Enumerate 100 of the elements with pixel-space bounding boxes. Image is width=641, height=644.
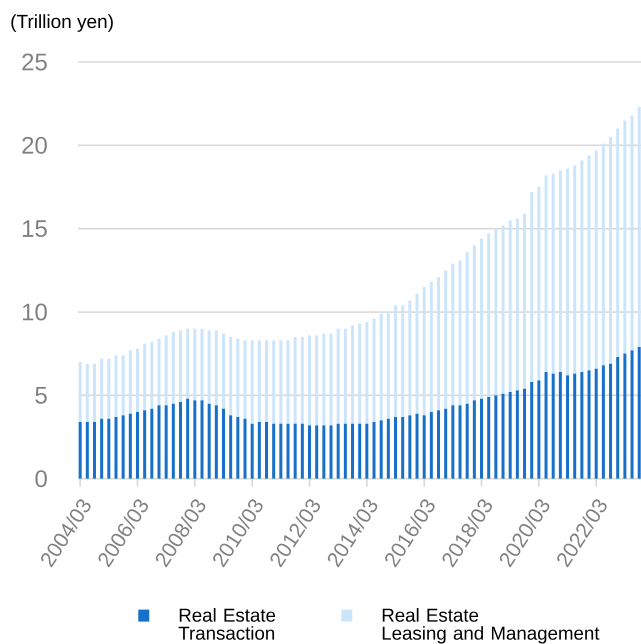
bar xyxy=(222,334,225,409)
bar xyxy=(286,424,290,479)
bar xyxy=(114,355,118,418)
bar xyxy=(444,408,448,479)
bar xyxy=(107,418,110,479)
bar xyxy=(157,405,160,479)
bar xyxy=(451,405,454,479)
bar xyxy=(157,338,160,406)
bar xyxy=(244,418,246,479)
bar xyxy=(186,328,190,399)
bar xyxy=(594,150,598,369)
bar xyxy=(86,422,89,479)
bar xyxy=(150,408,154,479)
bar xyxy=(487,234,490,398)
bar xyxy=(336,328,340,424)
bar xyxy=(143,344,146,410)
bar xyxy=(416,294,419,414)
bar xyxy=(258,340,261,422)
bar xyxy=(365,424,368,479)
y-axis-title: (Trillion yen) xyxy=(11,14,113,32)
bar xyxy=(609,364,612,479)
bar xyxy=(136,412,139,479)
bar xyxy=(573,374,576,479)
bar xyxy=(294,424,297,479)
bar xyxy=(322,334,326,426)
bar xyxy=(523,388,526,479)
bar xyxy=(200,400,204,479)
bar xyxy=(286,340,290,424)
bar xyxy=(594,368,598,479)
y-tick-label: 15 xyxy=(22,220,47,238)
bar xyxy=(336,424,340,479)
bar xyxy=(401,305,404,418)
bar xyxy=(487,397,490,479)
bar xyxy=(150,342,154,409)
bar xyxy=(100,358,104,419)
bar xyxy=(394,305,398,418)
bar xyxy=(566,375,570,479)
bar xyxy=(164,405,168,479)
bar xyxy=(616,357,620,479)
bar xyxy=(523,214,526,389)
bar xyxy=(372,318,376,422)
bar xyxy=(552,374,555,479)
bar xyxy=(322,425,326,479)
bar xyxy=(530,192,534,382)
bar xyxy=(372,422,376,479)
bar xyxy=(380,420,383,479)
bar xyxy=(244,340,246,419)
bar xyxy=(609,137,612,364)
bar xyxy=(458,260,462,406)
bar xyxy=(265,340,268,422)
bar xyxy=(616,128,620,358)
bar xyxy=(236,417,240,479)
bar xyxy=(494,395,498,479)
bar xyxy=(222,408,225,479)
bar xyxy=(422,287,426,416)
bar xyxy=(272,424,276,479)
bar xyxy=(437,277,440,410)
bar xyxy=(552,174,555,374)
bar xyxy=(537,380,540,479)
bar xyxy=(294,337,297,424)
bar xyxy=(380,314,383,420)
bar xyxy=(300,337,304,424)
bar xyxy=(164,335,168,406)
bar xyxy=(401,417,404,479)
bar xyxy=(178,402,182,479)
bar xyxy=(502,225,505,394)
bar xyxy=(86,364,89,422)
bar xyxy=(92,422,96,479)
bar xyxy=(100,418,104,479)
y-tick-label: 10 xyxy=(22,304,47,321)
bar xyxy=(566,168,570,376)
bar xyxy=(308,335,312,426)
bar xyxy=(214,405,218,479)
bar xyxy=(630,115,634,350)
bar xyxy=(480,398,484,479)
bar xyxy=(573,165,576,374)
bar xyxy=(422,415,426,479)
bar xyxy=(623,120,626,354)
bar xyxy=(365,322,368,424)
bar xyxy=(588,155,591,370)
bar xyxy=(408,415,412,479)
bar xyxy=(430,282,433,412)
bar xyxy=(214,330,218,406)
bar xyxy=(236,338,240,418)
bar xyxy=(279,424,282,479)
bar xyxy=(588,370,591,479)
bar xyxy=(279,340,282,424)
bar xyxy=(386,312,390,419)
bar xyxy=(128,350,132,414)
bar xyxy=(178,330,182,402)
y-tick-label: 20 xyxy=(22,136,47,154)
bar xyxy=(602,365,605,479)
bar xyxy=(451,264,454,406)
bar xyxy=(250,340,254,424)
y-tick-label: 25 xyxy=(22,54,47,70)
bar xyxy=(122,355,125,416)
bar xyxy=(544,372,548,479)
bar xyxy=(229,337,232,416)
bar xyxy=(193,400,196,479)
bar xyxy=(602,144,605,366)
